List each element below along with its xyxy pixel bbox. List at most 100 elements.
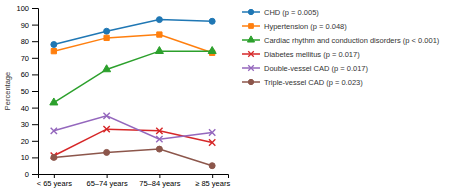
- x-tick-mark: [212, 174, 213, 178]
- series-marker: [103, 126, 109, 132]
- legend-label: Diabetes mellitus (p = 0.017): [264, 50, 360, 59]
- x-tick-mark: [107, 174, 108, 178]
- x-axis: < 65 years 65–74 years 75–84 years ≥ 85 yea…: [37, 174, 231, 188]
- y-tick-mark: [32, 141, 38, 142]
- legend-entry: CHD (p = 0.005): [242, 8, 319, 17]
- legend-swatch-marker: [248, 9, 253, 14]
- series-marker: [209, 139, 215, 145]
- series-marker: [209, 18, 215, 24]
- y-tick: 70: [21, 54, 38, 63]
- series-marker: [156, 128, 162, 134]
- y-tick-mark: [32, 174, 38, 175]
- y-axis-title: Percentage: [3, 72, 12, 110]
- legend-swatch-marker: [248, 51, 254, 57]
- legend: CHD (p = 0.005) Hypertension (p = 0.048) C…: [242, 8, 440, 87]
- series-marker: [156, 136, 162, 142]
- y-tick-mark: [32, 41, 38, 42]
- y-tick: 50: [21, 87, 38, 96]
- y-tick: 30: [21, 120, 38, 129]
- legend-label: Cardiac rhythm and conduction disorders …: [264, 36, 440, 45]
- y-tick-mark: [32, 8, 38, 9]
- series-line: [54, 129, 212, 156]
- series-marker: [156, 17, 162, 23]
- x-axis-line: [39, 175, 229, 179]
- y-tick-label: 20: [21, 137, 29, 146]
- series: [51, 17, 215, 48]
- x-tick: ≥ 85 years: [195, 174, 230, 188]
- x-tick-mark: [54, 174, 55, 178]
- series: [51, 32, 215, 56]
- series-marker: [51, 42, 57, 48]
- x-tick-label: ≥ 85 years: [195, 179, 230, 188]
- series-marker: [104, 149, 110, 155]
- x-tick: 65–74 years: [86, 174, 128, 188]
- y-tick: 0: [25, 170, 38, 179]
- series-marker: [50, 98, 58, 105]
- series-line: [54, 35, 212, 53]
- series-marker: [51, 128, 57, 134]
- series-marker: [103, 65, 111, 72]
- x-tick-label: 75–84 years: [139, 179, 181, 188]
- y-tick: 60: [21, 70, 38, 79]
- series-marker: [209, 163, 215, 169]
- series-marker: [209, 129, 215, 135]
- x-tick: 75–84 years: [139, 174, 181, 188]
- legend-swatch-marker: [248, 79, 253, 84]
- y-tick-mark: [32, 108, 38, 109]
- series: [51, 113, 216, 143]
- y-tick: 90: [21, 21, 38, 30]
- y-axis-line: [32, 9, 39, 175]
- legend-entry: Double-vessel CAD (p = 0.017): [242, 64, 369, 73]
- y-tick-mark: [32, 25, 38, 26]
- legend-label: Triple-vessel CAD (p = 0.023): [264, 78, 363, 87]
- legend-swatch-marker: [248, 65, 254, 71]
- legend-entry: Diabetes mellitus (p = 0.017): [242, 50, 360, 59]
- y-tick-mark: [32, 58, 38, 59]
- series-marker: [157, 32, 162, 37]
- series-line: [54, 51, 212, 102]
- legend-entry: Hypertension (p = 0.048): [242, 22, 347, 31]
- y-axis: 0 10 20 30 40 50 60 70 80 90 100: [16, 4, 38, 179]
- series-line: [54, 20, 212, 45]
- y-tick-label: 0: [25, 170, 29, 179]
- legend-swatch-marker: [249, 24, 254, 29]
- y-tick-mark: [32, 91, 38, 92]
- y-tick: 80: [21, 37, 38, 46]
- y-tick-label: 80: [21, 37, 29, 46]
- series-marker: [104, 28, 110, 34]
- legend-label: Hypertension (p = 0.048): [264, 22, 347, 31]
- y-tick-mark: [32, 74, 38, 75]
- series-marker: [155, 47, 163, 54]
- y-tick-label: 70: [21, 54, 29, 63]
- y-tick: 10: [21, 153, 38, 162]
- legend-swatch-marker: [247, 36, 254, 42]
- series-marker: [51, 154, 57, 160]
- series: [51, 146, 215, 169]
- y-tick-label: 60: [21, 70, 29, 79]
- x-tick-mark: [159, 174, 160, 178]
- x-tick: < 65 years: [37, 174, 72, 188]
- y-tick-mark: [32, 124, 38, 125]
- y-tick-label: 40: [21, 104, 29, 113]
- y-tick-mark: [32, 157, 38, 158]
- y-tick-label: 100: [16, 4, 29, 13]
- series-marker: [208, 47, 216, 54]
- plot: 0 10 20 30 40 50 60 70 80 90 100 < 65 years 65–74 ye…: [16, 4, 230, 188]
- x-tick-label: < 65 years: [37, 179, 72, 188]
- y-tick: 40: [21, 104, 38, 113]
- series-marker: [103, 113, 109, 119]
- series: [51, 126, 216, 159]
- series-group: [50, 17, 216, 169]
- legend-label: Double-vessel CAD (p = 0.017): [264, 64, 369, 73]
- legend-entry: Triple-vessel CAD (p = 0.023): [242, 78, 363, 87]
- x-tick-label: 65–74 years: [86, 179, 128, 188]
- y-tick-label: 10: [21, 153, 29, 162]
- series-marker: [51, 49, 56, 54]
- series: [50, 47, 216, 105]
- series-line: [54, 149, 212, 166]
- y-tick-label: 50: [21, 87, 29, 96]
- series-marker: [156, 146, 162, 152]
- chart: 0 10 20 30 40 50 60 70 80 90 100 < 65 years 65–74 ye…: [0, 0, 474, 196]
- series-line: [54, 116, 212, 139]
- y-tick: 20: [21, 137, 38, 146]
